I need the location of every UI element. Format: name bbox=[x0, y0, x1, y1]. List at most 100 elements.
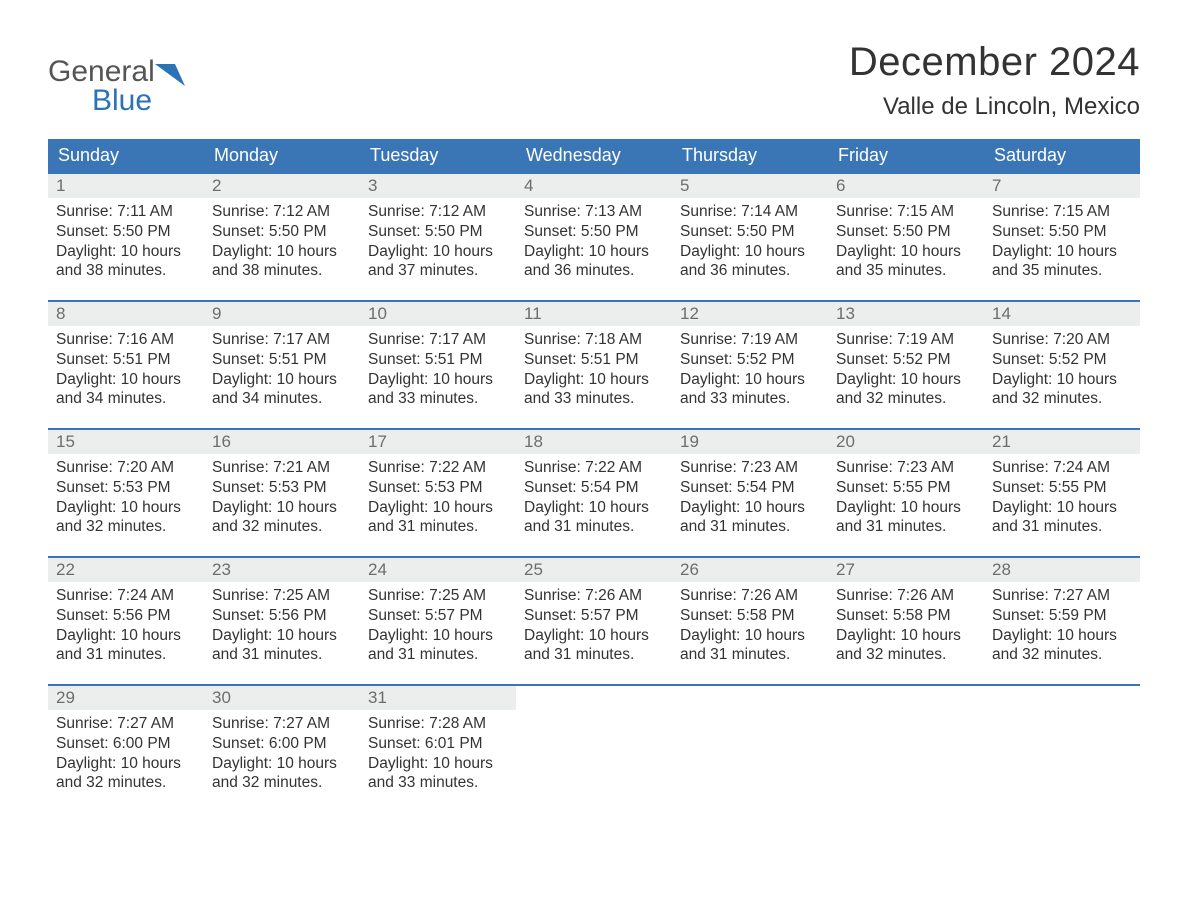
calendar-table: Sunday Monday Tuesday Wednesday Thursday… bbox=[48, 139, 1140, 813]
day-details: Sunrise: 7:19 AMSunset: 5:52 PMDaylight:… bbox=[672, 326, 828, 413]
day-number: 22 bbox=[48, 558, 204, 582]
day-number: 31 bbox=[360, 686, 516, 710]
calendar-day-cell bbox=[828, 685, 984, 813]
calendar-week-row: 15Sunrise: 7:20 AMSunset: 5:53 PMDayligh… bbox=[48, 429, 1140, 557]
calendar-day-cell: 24Sunrise: 7:25 AMSunset: 5:57 PMDayligh… bbox=[360, 557, 516, 685]
brand-logo: General Blue bbox=[48, 40, 185, 115]
day-number: 2 bbox=[204, 174, 360, 198]
weekday-header: Sunday bbox=[48, 139, 204, 173]
brand-word-2: Blue bbox=[48, 87, 155, 116]
calendar-day-cell: 21Sunrise: 7:24 AMSunset: 5:55 PMDayligh… bbox=[984, 429, 1140, 557]
calendar-day-cell: 27Sunrise: 7:26 AMSunset: 5:58 PMDayligh… bbox=[828, 557, 984, 685]
calendar-day-cell: 6Sunrise: 7:15 AMSunset: 5:50 PMDaylight… bbox=[828, 173, 984, 301]
calendar-day-cell: 29Sunrise: 7:27 AMSunset: 6:00 PMDayligh… bbox=[48, 685, 204, 813]
sunrise-line: Sunrise: 7:25 AM bbox=[212, 586, 354, 606]
day-number: 28 bbox=[984, 558, 1140, 582]
daylight-line: Daylight: 10 hours and 31 minutes. bbox=[212, 626, 354, 666]
day-details: Sunrise: 7:28 AMSunset: 6:01 PMDaylight:… bbox=[360, 710, 516, 797]
sunrise-line: Sunrise: 7:19 AM bbox=[836, 330, 978, 350]
sunrise-line: Sunrise: 7:27 AM bbox=[56, 714, 198, 734]
day-details: Sunrise: 7:22 AMSunset: 5:53 PMDaylight:… bbox=[360, 454, 516, 541]
sunset-line: Sunset: 5:58 PM bbox=[836, 606, 978, 626]
sunset-line: Sunset: 5:54 PM bbox=[680, 478, 822, 498]
sunrise-line: Sunrise: 7:24 AM bbox=[56, 586, 198, 606]
calendar-day-cell: 10Sunrise: 7:17 AMSunset: 5:51 PMDayligh… bbox=[360, 301, 516, 429]
day-details: Sunrise: 7:19 AMSunset: 5:52 PMDaylight:… bbox=[828, 326, 984, 413]
weekday-header: Thursday bbox=[672, 139, 828, 173]
day-number: 19 bbox=[672, 430, 828, 454]
day-number: 1 bbox=[48, 174, 204, 198]
calendar-day-cell: 2Sunrise: 7:12 AMSunset: 5:50 PMDaylight… bbox=[204, 173, 360, 301]
sunset-line: Sunset: 5:53 PM bbox=[368, 478, 510, 498]
day-details: Sunrise: 7:25 AMSunset: 5:57 PMDaylight:… bbox=[360, 582, 516, 669]
calendar-day-cell: 31Sunrise: 7:28 AMSunset: 6:01 PMDayligh… bbox=[360, 685, 516, 813]
calendar-day-cell: 7Sunrise: 7:15 AMSunset: 5:50 PMDaylight… bbox=[984, 173, 1140, 301]
sunrise-line: Sunrise: 7:27 AM bbox=[992, 586, 1134, 606]
daylight-line: Daylight: 10 hours and 33 minutes. bbox=[680, 370, 822, 410]
sunset-line: Sunset: 6:01 PM bbox=[368, 734, 510, 754]
sunset-line: Sunset: 5:50 PM bbox=[680, 222, 822, 242]
calendar-day-cell: 9Sunrise: 7:17 AMSunset: 5:51 PMDaylight… bbox=[204, 301, 360, 429]
sunrise-line: Sunrise: 7:28 AM bbox=[368, 714, 510, 734]
day-details: Sunrise: 7:12 AMSunset: 5:50 PMDaylight:… bbox=[204, 198, 360, 285]
brand-mark-icon bbox=[155, 64, 185, 86]
day-number: 7 bbox=[984, 174, 1140, 198]
daylight-line: Daylight: 10 hours and 32 minutes. bbox=[992, 370, 1134, 410]
calendar-day-cell: 17Sunrise: 7:22 AMSunset: 5:53 PMDayligh… bbox=[360, 429, 516, 557]
sunset-line: Sunset: 5:54 PM bbox=[524, 478, 666, 498]
sunset-line: Sunset: 5:50 PM bbox=[212, 222, 354, 242]
day-details: Sunrise: 7:27 AMSunset: 6:00 PMDaylight:… bbox=[204, 710, 360, 797]
calendar-day-cell: 1Sunrise: 7:11 AMSunset: 5:50 PMDaylight… bbox=[48, 173, 204, 301]
sunset-line: Sunset: 5:52 PM bbox=[680, 350, 822, 370]
calendar-day-cell: 23Sunrise: 7:25 AMSunset: 5:56 PMDayligh… bbox=[204, 557, 360, 685]
calendar-day-cell bbox=[984, 685, 1140, 813]
sunset-line: Sunset: 5:50 PM bbox=[524, 222, 666, 242]
sunrise-line: Sunrise: 7:26 AM bbox=[680, 586, 822, 606]
daylight-line: Daylight: 10 hours and 32 minutes. bbox=[836, 370, 978, 410]
sunset-line: Sunset: 5:56 PM bbox=[212, 606, 354, 626]
day-number: 21 bbox=[984, 430, 1140, 454]
day-number: 14 bbox=[984, 302, 1140, 326]
daylight-line: Daylight: 10 hours and 34 minutes. bbox=[56, 370, 198, 410]
daylight-line: Daylight: 10 hours and 31 minutes. bbox=[524, 626, 666, 666]
sunset-line: Sunset: 5:50 PM bbox=[368, 222, 510, 242]
sunset-line: Sunset: 6:00 PM bbox=[56, 734, 198, 754]
calendar-day-cell: 20Sunrise: 7:23 AMSunset: 5:55 PMDayligh… bbox=[828, 429, 984, 557]
day-number: 17 bbox=[360, 430, 516, 454]
sunrise-line: Sunrise: 7:11 AM bbox=[56, 202, 198, 222]
sunset-line: Sunset: 5:57 PM bbox=[368, 606, 510, 626]
sunset-line: Sunset: 5:53 PM bbox=[56, 478, 198, 498]
day-details: Sunrise: 7:23 AMSunset: 5:54 PMDaylight:… bbox=[672, 454, 828, 541]
daylight-line: Daylight: 10 hours and 31 minutes. bbox=[680, 498, 822, 538]
sunset-line: Sunset: 5:51 PM bbox=[56, 350, 198, 370]
calendar-day-cell bbox=[672, 685, 828, 813]
sunrise-line: Sunrise: 7:24 AM bbox=[992, 458, 1134, 478]
day-details: Sunrise: 7:11 AMSunset: 5:50 PMDaylight:… bbox=[48, 198, 204, 285]
sunrise-line: Sunrise: 7:18 AM bbox=[524, 330, 666, 350]
day-number: 25 bbox=[516, 558, 672, 582]
calendar-day-cell: 18Sunrise: 7:22 AMSunset: 5:54 PMDayligh… bbox=[516, 429, 672, 557]
day-number: 6 bbox=[828, 174, 984, 198]
day-details: Sunrise: 7:16 AMSunset: 5:51 PMDaylight:… bbox=[48, 326, 204, 413]
day-number: 26 bbox=[672, 558, 828, 582]
daylight-line: Daylight: 10 hours and 35 minutes. bbox=[836, 242, 978, 282]
sunset-line: Sunset: 5:52 PM bbox=[992, 350, 1134, 370]
weekday-header-row: Sunday Monday Tuesday Wednesday Thursday… bbox=[48, 139, 1140, 173]
sunrise-line: Sunrise: 7:23 AM bbox=[836, 458, 978, 478]
sunset-line: Sunset: 5:53 PM bbox=[212, 478, 354, 498]
weekday-header: Saturday bbox=[984, 139, 1140, 173]
day-details: Sunrise: 7:27 AMSunset: 5:59 PMDaylight:… bbox=[984, 582, 1140, 669]
calendar-week-row: 22Sunrise: 7:24 AMSunset: 5:56 PMDayligh… bbox=[48, 557, 1140, 685]
daylight-line: Daylight: 10 hours and 32 minutes. bbox=[992, 626, 1134, 666]
calendar-week-row: 8Sunrise: 7:16 AMSunset: 5:51 PMDaylight… bbox=[48, 301, 1140, 429]
sunrise-line: Sunrise: 7:25 AM bbox=[368, 586, 510, 606]
calendar-day-cell: 15Sunrise: 7:20 AMSunset: 5:53 PMDayligh… bbox=[48, 429, 204, 557]
day-number: 8 bbox=[48, 302, 204, 326]
day-number: 5 bbox=[672, 174, 828, 198]
calendar-day-cell: 16Sunrise: 7:21 AMSunset: 5:53 PMDayligh… bbox=[204, 429, 360, 557]
day-details: Sunrise: 7:20 AMSunset: 5:52 PMDaylight:… bbox=[984, 326, 1140, 413]
sunrise-line: Sunrise: 7:26 AM bbox=[836, 586, 978, 606]
calendar-day-cell: 4Sunrise: 7:13 AMSunset: 5:50 PMDaylight… bbox=[516, 173, 672, 301]
calendar-day-cell: 25Sunrise: 7:26 AMSunset: 5:57 PMDayligh… bbox=[516, 557, 672, 685]
header-region: General Blue December 2024 Valle de Linc… bbox=[48, 40, 1140, 121]
